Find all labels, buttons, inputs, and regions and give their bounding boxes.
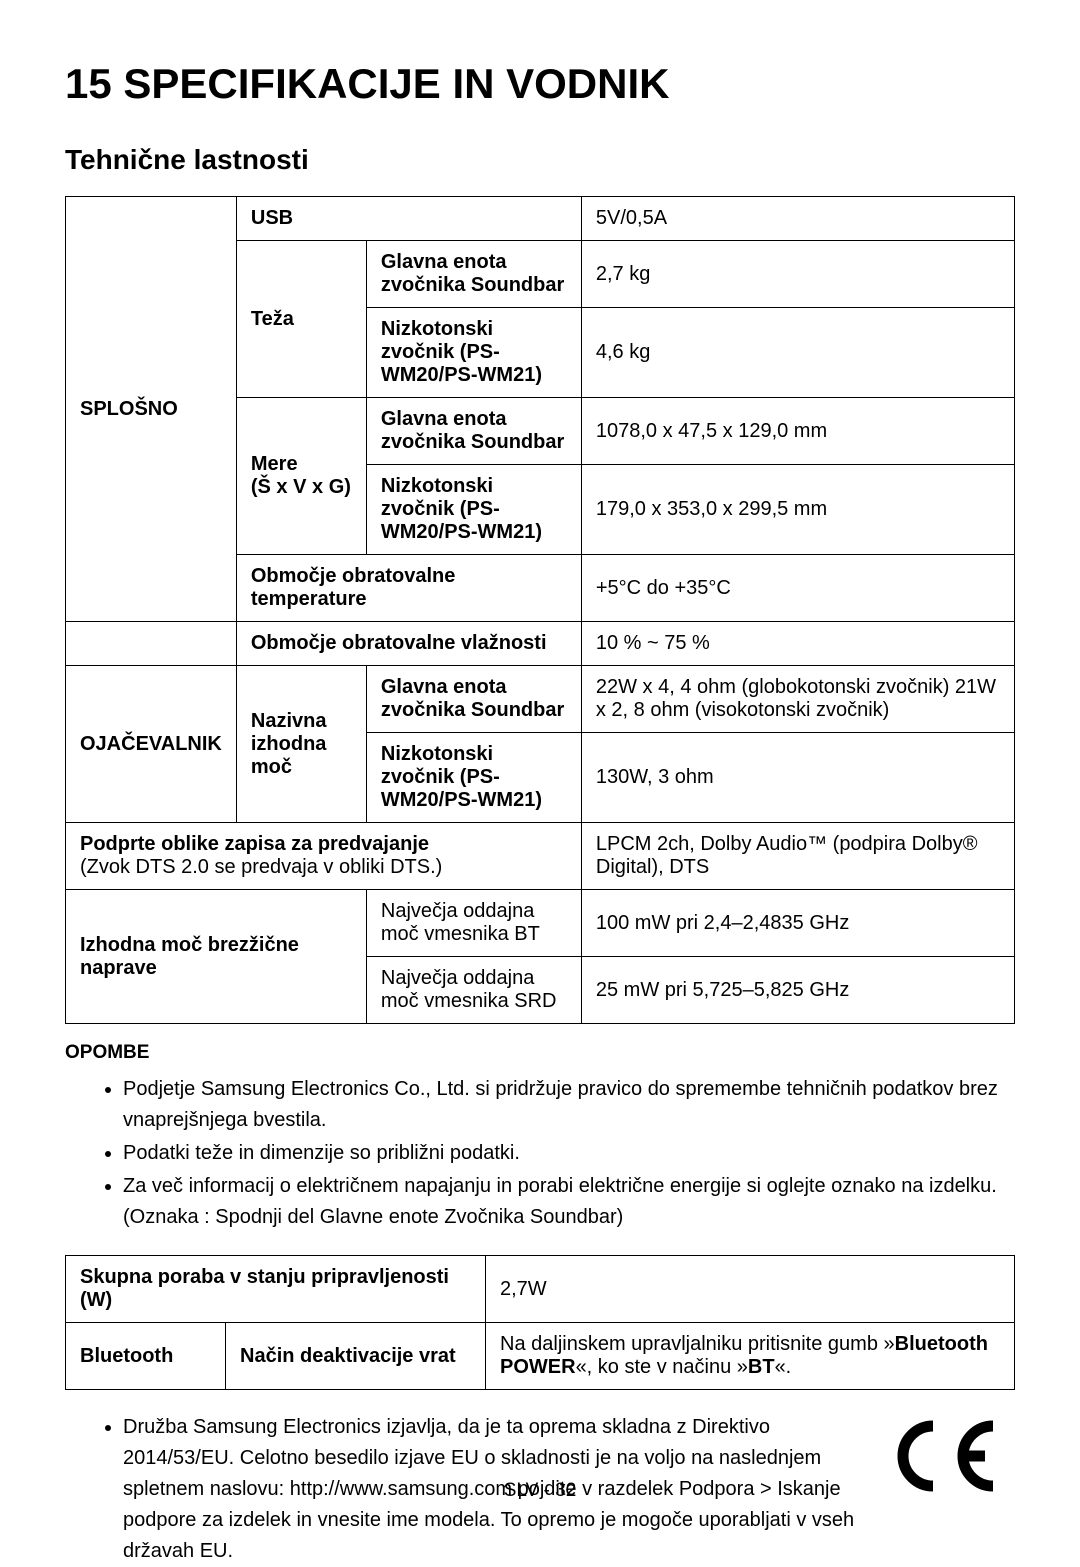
power-sub-label: Nizkotonski zvočnik (PS-WM20/PS-WM21) (366, 733, 581, 823)
weight-label: Teža (236, 241, 366, 398)
dims-label-l1: Mere (251, 453, 298, 475)
power-label: Nazivna izhodna moč (236, 666, 366, 823)
standby-table: Skupna poraba v stanju pripravljenosti (… (65, 1255, 1015, 1390)
chapter-heading: 15 SPECIFIKACIJE IN VODNIK (65, 60, 1015, 108)
format-label-l1: Podprte oblike zapisa za predvajanje (80, 833, 429, 855)
weight-sub-label: Nizkotonski zvočnik (PS-WM20/PS-WM21) (366, 308, 581, 398)
bt-deact-bold2: BT (748, 1356, 775, 1378)
format-label: Podprte oblike zapisa za predvajanje (Zv… (66, 823, 582, 890)
bt-deact-label: Način deaktivacije vrat (226, 1323, 486, 1390)
format-value: LPCM 2ch, Dolby Audio™ (podpira Dolby® D… (581, 823, 1014, 890)
bt-deact-mid: «, ko ste v načinu » (576, 1356, 748, 1378)
note-item: Podjetje Samsung Electronics Co., Ltd. s… (123, 1074, 1015, 1136)
humidity-value: 10 % ~ 75 % (581, 622, 1014, 666)
bt-deact-pre: Na daljinskem upravljalniku pritisnite g… (500, 1333, 895, 1355)
standby-value: 2,7W (486, 1256, 1015, 1323)
wireless-srd-value: 25 mW pri 5,725–5,825 GHz (581, 957, 1014, 1024)
dims-label-l2: (Š x V x G) (251, 476, 351, 498)
power-main-label: Glavna enota zvočnika Soundbar (366, 666, 581, 733)
amp-label: OJAČEVALNIK (66, 666, 237, 823)
specs-table: SPLOŠNO USB 5V/0,5A Teža Glavna enota zv… (65, 196, 1015, 1024)
notes-list: Podjetje Samsung Electronics Co., Ltd. s… (65, 1074, 1015, 1233)
general-cell: SPLOŠNO (66, 197, 237, 622)
wireless-label: Izhodna moč brezžične naprave (66, 890, 367, 1024)
dims-sub-label: Nizkotonski zvočnik (PS-WM20/PS-WM21) (366, 465, 581, 555)
weight-sub-value: 4,6 kg (581, 308, 1014, 398)
standby-label: Skupna poraba v stanju pripravljenosti (… (66, 1256, 486, 1323)
dims-label: Mere (Š x V x G) (236, 398, 366, 555)
note-item: Podatki teže in dimenzije so približni p… (123, 1138, 1015, 1169)
wireless-bt-value: 100 mW pri 2,4–2,4835 GHz (581, 890, 1014, 957)
power-main-value: 22W x 4, 4 ohm (globokotonski zvočnik) 2… (581, 666, 1014, 733)
note-item: Za več informacij o električnem napajanj… (123, 1171, 1015, 1233)
temp-value: +5°C do +35°C (581, 555, 1014, 622)
humidity-label: Območje obratovalne vlažnosti (236, 622, 581, 666)
weight-main-value: 2,7 kg (581, 241, 1014, 308)
bt-deact-post: «. (775, 1356, 792, 1378)
page-number: SLV - 32 (0, 1480, 1080, 1502)
dims-sub-value: 179,0 x 353,0 x 299,5 mm (581, 465, 1014, 555)
notes-title: OPOMBE (65, 1042, 1015, 1064)
temp-label: Območje obratovalne temperature (236, 555, 581, 622)
bt-deact-value: Na daljinskem upravljalniku pritisnite g… (486, 1323, 1015, 1390)
wireless-bt-label: Največja oddajna moč vmesnika BT (366, 890, 581, 957)
section-heading: Tehnične lastnosti (65, 144, 1015, 176)
format-label-l2: (Zvok DTS 2.0 se predvaja v obliki DTS.) (80, 856, 442, 878)
dims-main-label: Glavna enota zvočnika Soundbar (366, 398, 581, 465)
usb-value: 5V/0,5A (581, 197, 1014, 241)
power-sub-value: 130W, 3 ohm (581, 733, 1014, 823)
usb-label: USB (236, 197, 581, 241)
bt-label: Bluetooth (66, 1323, 226, 1390)
wireless-srd-label: Največja oddajna moč vmesnika SRD (366, 957, 581, 1024)
dims-main-value: 1078,0 x 47,5 x 129,0 mm (581, 398, 1014, 465)
weight-main-label: Glavna enota zvočnika Soundbar (366, 241, 581, 308)
